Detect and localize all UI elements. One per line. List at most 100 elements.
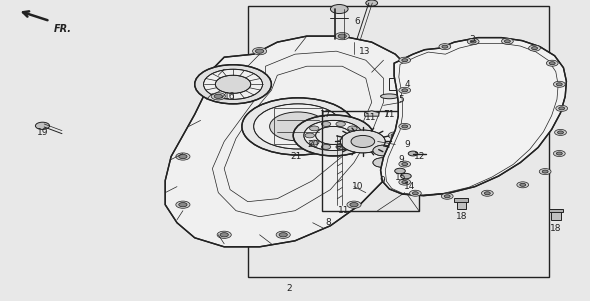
Text: 14: 14	[404, 182, 416, 191]
Text: 11: 11	[337, 206, 349, 215]
Text: 8: 8	[325, 218, 331, 227]
Circle shape	[254, 104, 342, 149]
Circle shape	[402, 89, 408, 92]
Circle shape	[350, 203, 358, 207]
Circle shape	[352, 133, 362, 138]
Circle shape	[366, 0, 378, 6]
Bar	[248, 6, 549, 277]
Circle shape	[532, 47, 537, 50]
Circle shape	[470, 40, 476, 43]
Circle shape	[395, 168, 405, 174]
Bar	[454, 198, 468, 202]
Circle shape	[35, 122, 50, 129]
Circle shape	[335, 33, 349, 40]
Circle shape	[556, 83, 562, 86]
Circle shape	[305, 133, 314, 138]
Text: FR.: FR.	[54, 24, 73, 34]
Circle shape	[253, 48, 267, 55]
Polygon shape	[365, 111, 379, 116]
Circle shape	[397, 76, 405, 80]
Polygon shape	[165, 36, 419, 247]
Circle shape	[409, 190, 421, 196]
Text: 21: 21	[290, 152, 302, 161]
Circle shape	[484, 192, 490, 195]
Circle shape	[176, 201, 190, 208]
Circle shape	[556, 105, 568, 111]
Circle shape	[255, 49, 264, 53]
Circle shape	[412, 192, 418, 195]
Circle shape	[399, 179, 411, 185]
Circle shape	[373, 145, 394, 156]
Circle shape	[217, 231, 231, 238]
Circle shape	[220, 233, 228, 237]
Circle shape	[293, 115, 373, 156]
Text: 6: 6	[355, 17, 360, 26]
Bar	[322, 111, 419, 211]
Text: 13: 13	[359, 47, 371, 56]
Circle shape	[310, 126, 319, 131]
Circle shape	[549, 62, 555, 65]
Circle shape	[279, 233, 287, 237]
Circle shape	[556, 152, 562, 155]
Circle shape	[441, 193, 453, 199]
Circle shape	[558, 131, 563, 134]
Text: 11: 11	[384, 110, 395, 119]
Circle shape	[402, 181, 408, 184]
Circle shape	[408, 151, 418, 156]
Text: 4: 4	[404, 80, 410, 89]
Text: 18: 18	[455, 212, 467, 221]
Text: 15: 15	[395, 173, 407, 182]
Circle shape	[388, 132, 402, 139]
Bar	[551, 211, 560, 220]
Circle shape	[322, 122, 331, 126]
Bar	[389, 78, 413, 90]
Text: 3: 3	[469, 35, 475, 44]
Circle shape	[195, 65, 271, 104]
Circle shape	[347, 201, 361, 208]
Circle shape	[276, 231, 290, 238]
Circle shape	[442, 45, 448, 48]
Text: 2: 2	[286, 284, 292, 293]
Circle shape	[504, 40, 510, 43]
Circle shape	[553, 150, 565, 157]
Text: 9: 9	[379, 176, 385, 185]
Circle shape	[179, 203, 187, 207]
Circle shape	[553, 81, 565, 87]
Circle shape	[402, 59, 408, 62]
Polygon shape	[381, 38, 566, 196]
Text: 19: 19	[37, 128, 48, 137]
Text: 9: 9	[404, 140, 410, 149]
Circle shape	[304, 120, 363, 150]
Circle shape	[351, 135, 375, 147]
Text: 11: 11	[365, 113, 376, 122]
Circle shape	[539, 169, 551, 175]
Circle shape	[559, 107, 565, 110]
Circle shape	[481, 190, 493, 196]
Circle shape	[517, 182, 529, 188]
Circle shape	[467, 39, 479, 45]
Circle shape	[204, 69, 263, 99]
Circle shape	[399, 123, 411, 129]
Circle shape	[373, 158, 392, 167]
Text: 18: 18	[550, 224, 562, 233]
Text: 10: 10	[352, 182, 363, 191]
Circle shape	[322, 144, 331, 149]
Circle shape	[211, 93, 225, 100]
Circle shape	[399, 87, 411, 93]
Circle shape	[215, 75, 251, 93]
Circle shape	[242, 98, 354, 155]
Circle shape	[214, 94, 222, 98]
Bar	[274, 108, 322, 144]
Circle shape	[270, 112, 326, 141]
Text: 20: 20	[307, 140, 319, 149]
Text: 7: 7	[384, 110, 389, 119]
Text: 5: 5	[398, 95, 404, 104]
Bar	[457, 200, 466, 209]
Bar	[549, 209, 563, 212]
Circle shape	[340, 130, 385, 153]
Circle shape	[391, 133, 399, 138]
Circle shape	[330, 5, 348, 14]
Circle shape	[542, 170, 548, 173]
Circle shape	[394, 75, 408, 82]
Circle shape	[338, 34, 346, 38]
